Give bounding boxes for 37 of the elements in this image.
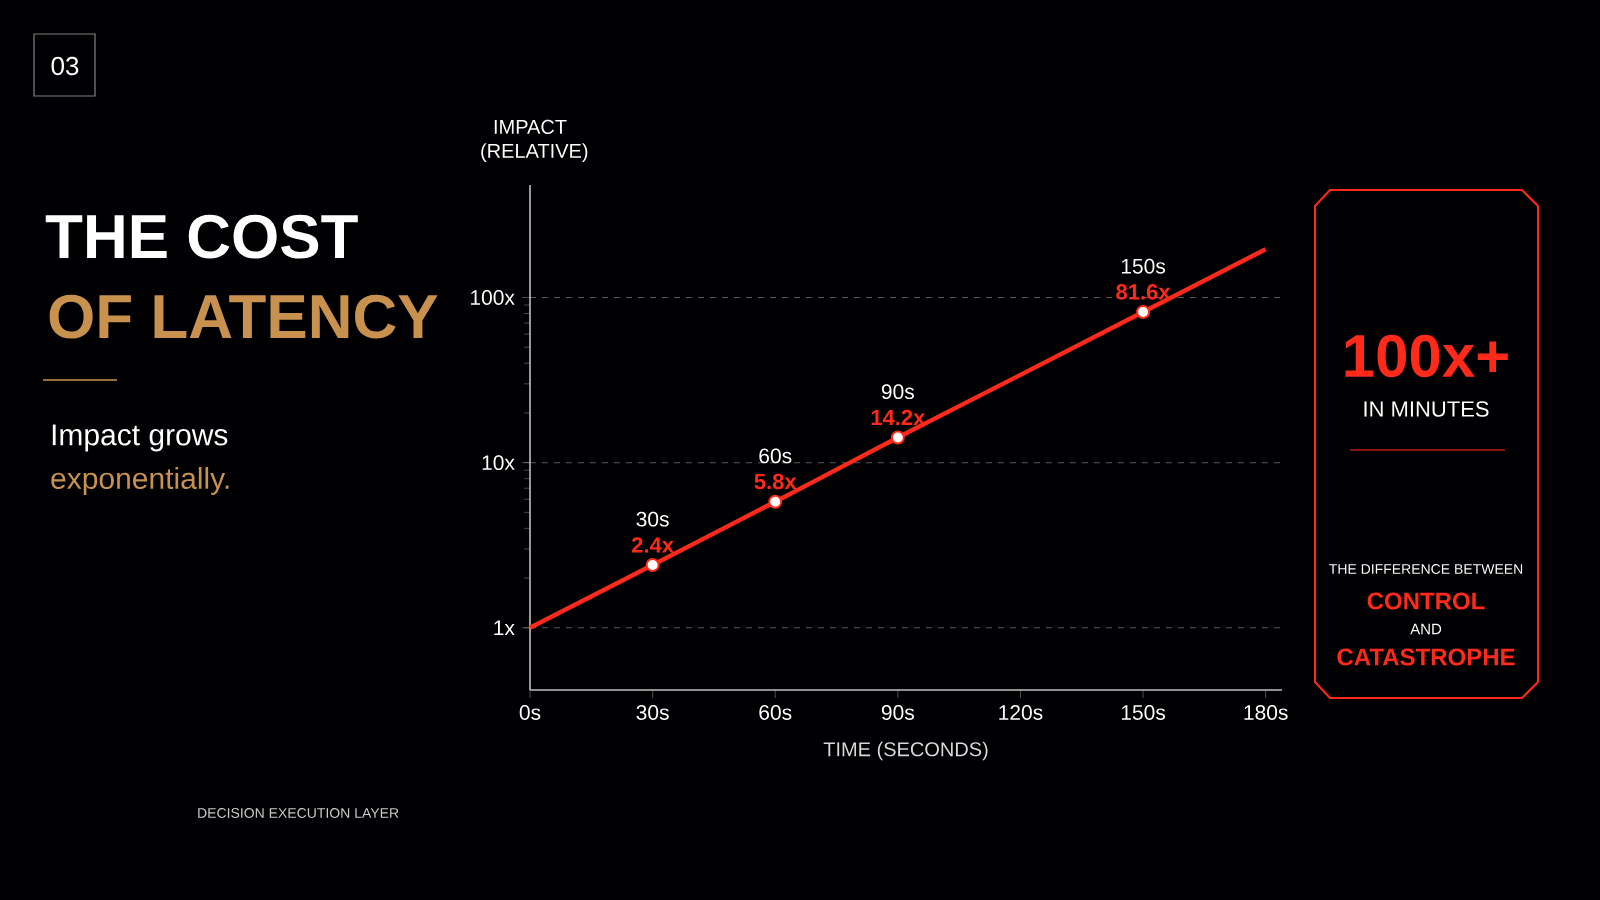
- line-series: [527, 247, 1268, 630]
- text: 03: [51, 56, 79, 76]
- x-tick-label: 180s: [1244, 705, 1288, 720]
- x-tick-label: 60s: [759, 705, 792, 720]
- text: CONTROL: [1367, 592, 1485, 610]
- point: [645, 557, 660, 572]
- text: IN MINUTES: [1364, 401, 1489, 417]
- point: [890, 430, 905, 445]
- data-label: 2.4x: [631, 537, 674, 553]
- annotation: 30s: [636, 511, 669, 527]
- text: exponentially.: [51, 467, 229, 495]
- y-axis-title: IMPACT (RELATIVE): [481, 119, 588, 162]
- text: CATASTROPHE: [1337, 648, 1515, 666]
- y-tick-label: 1x: [494, 620, 515, 635]
- text: DECISION EXECUTION LAYER: [198, 808, 399, 818]
- text: AND: [1410, 623, 1442, 635]
- annotation: 150s: [1121, 258, 1166, 274]
- point: [1136, 305, 1151, 320]
- text: OF LATENCY: [49, 294, 438, 339]
- x-tick-label: 30s: [636, 705, 669, 720]
- y-tick-label: 100x: [471, 290, 515, 305]
- text: 100x+: [1345, 334, 1508, 378]
- data-label: 14.2x: [871, 409, 926, 426]
- y-tick-label: 10x: [482, 455, 515, 471]
- x-tick-label: 150s: [1121, 705, 1166, 720]
- chart-title: THE COST: [45, 214, 358, 259]
- point: [768, 494, 783, 509]
- text: THE DIFFERENCE BETWEEN: [1329, 564, 1523, 574]
- x-tick-label: 0s: [519, 705, 541, 720]
- text: Impact grows: [52, 424, 228, 452]
- x-tick-label: 120s: [999, 705, 1043, 720]
- x-tick-label: 90s: [881, 705, 914, 720]
- annotation: 60s: [759, 448, 792, 464]
- x-axis-title: TIME (SECONDS): [823, 741, 988, 761]
- annotation: 90s: [881, 384, 914, 400]
- data-label: 81.6x: [1116, 284, 1171, 300]
- data-label: 5.8x: [754, 473, 797, 490]
